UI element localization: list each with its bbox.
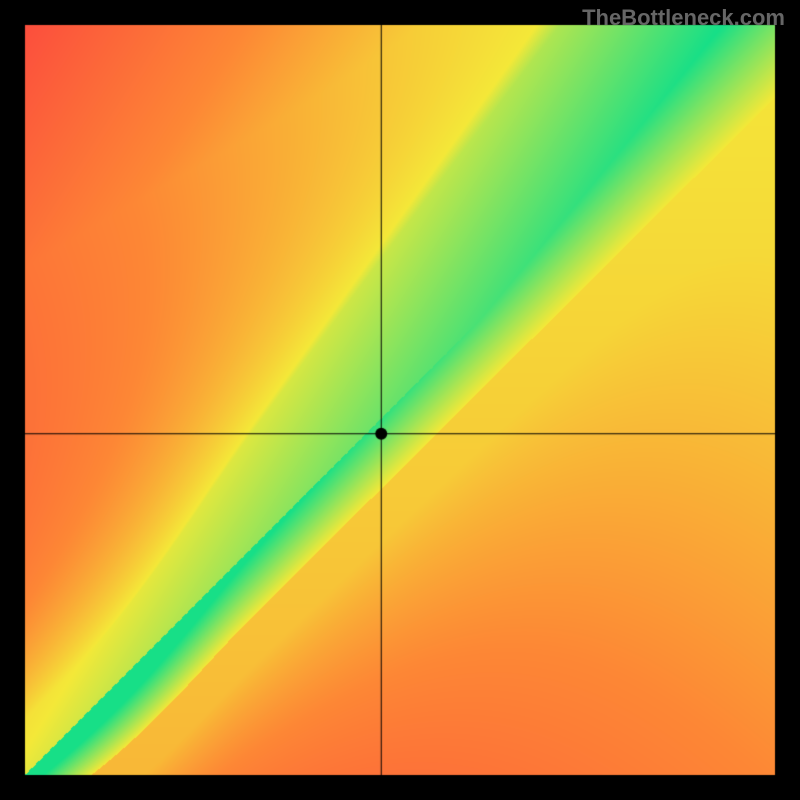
watermark-text: TheBottleneck.com (582, 5, 785, 31)
bottleneck-heatmap (0, 0, 800, 800)
chart-container: TheBottleneck.com (0, 0, 800, 800)
